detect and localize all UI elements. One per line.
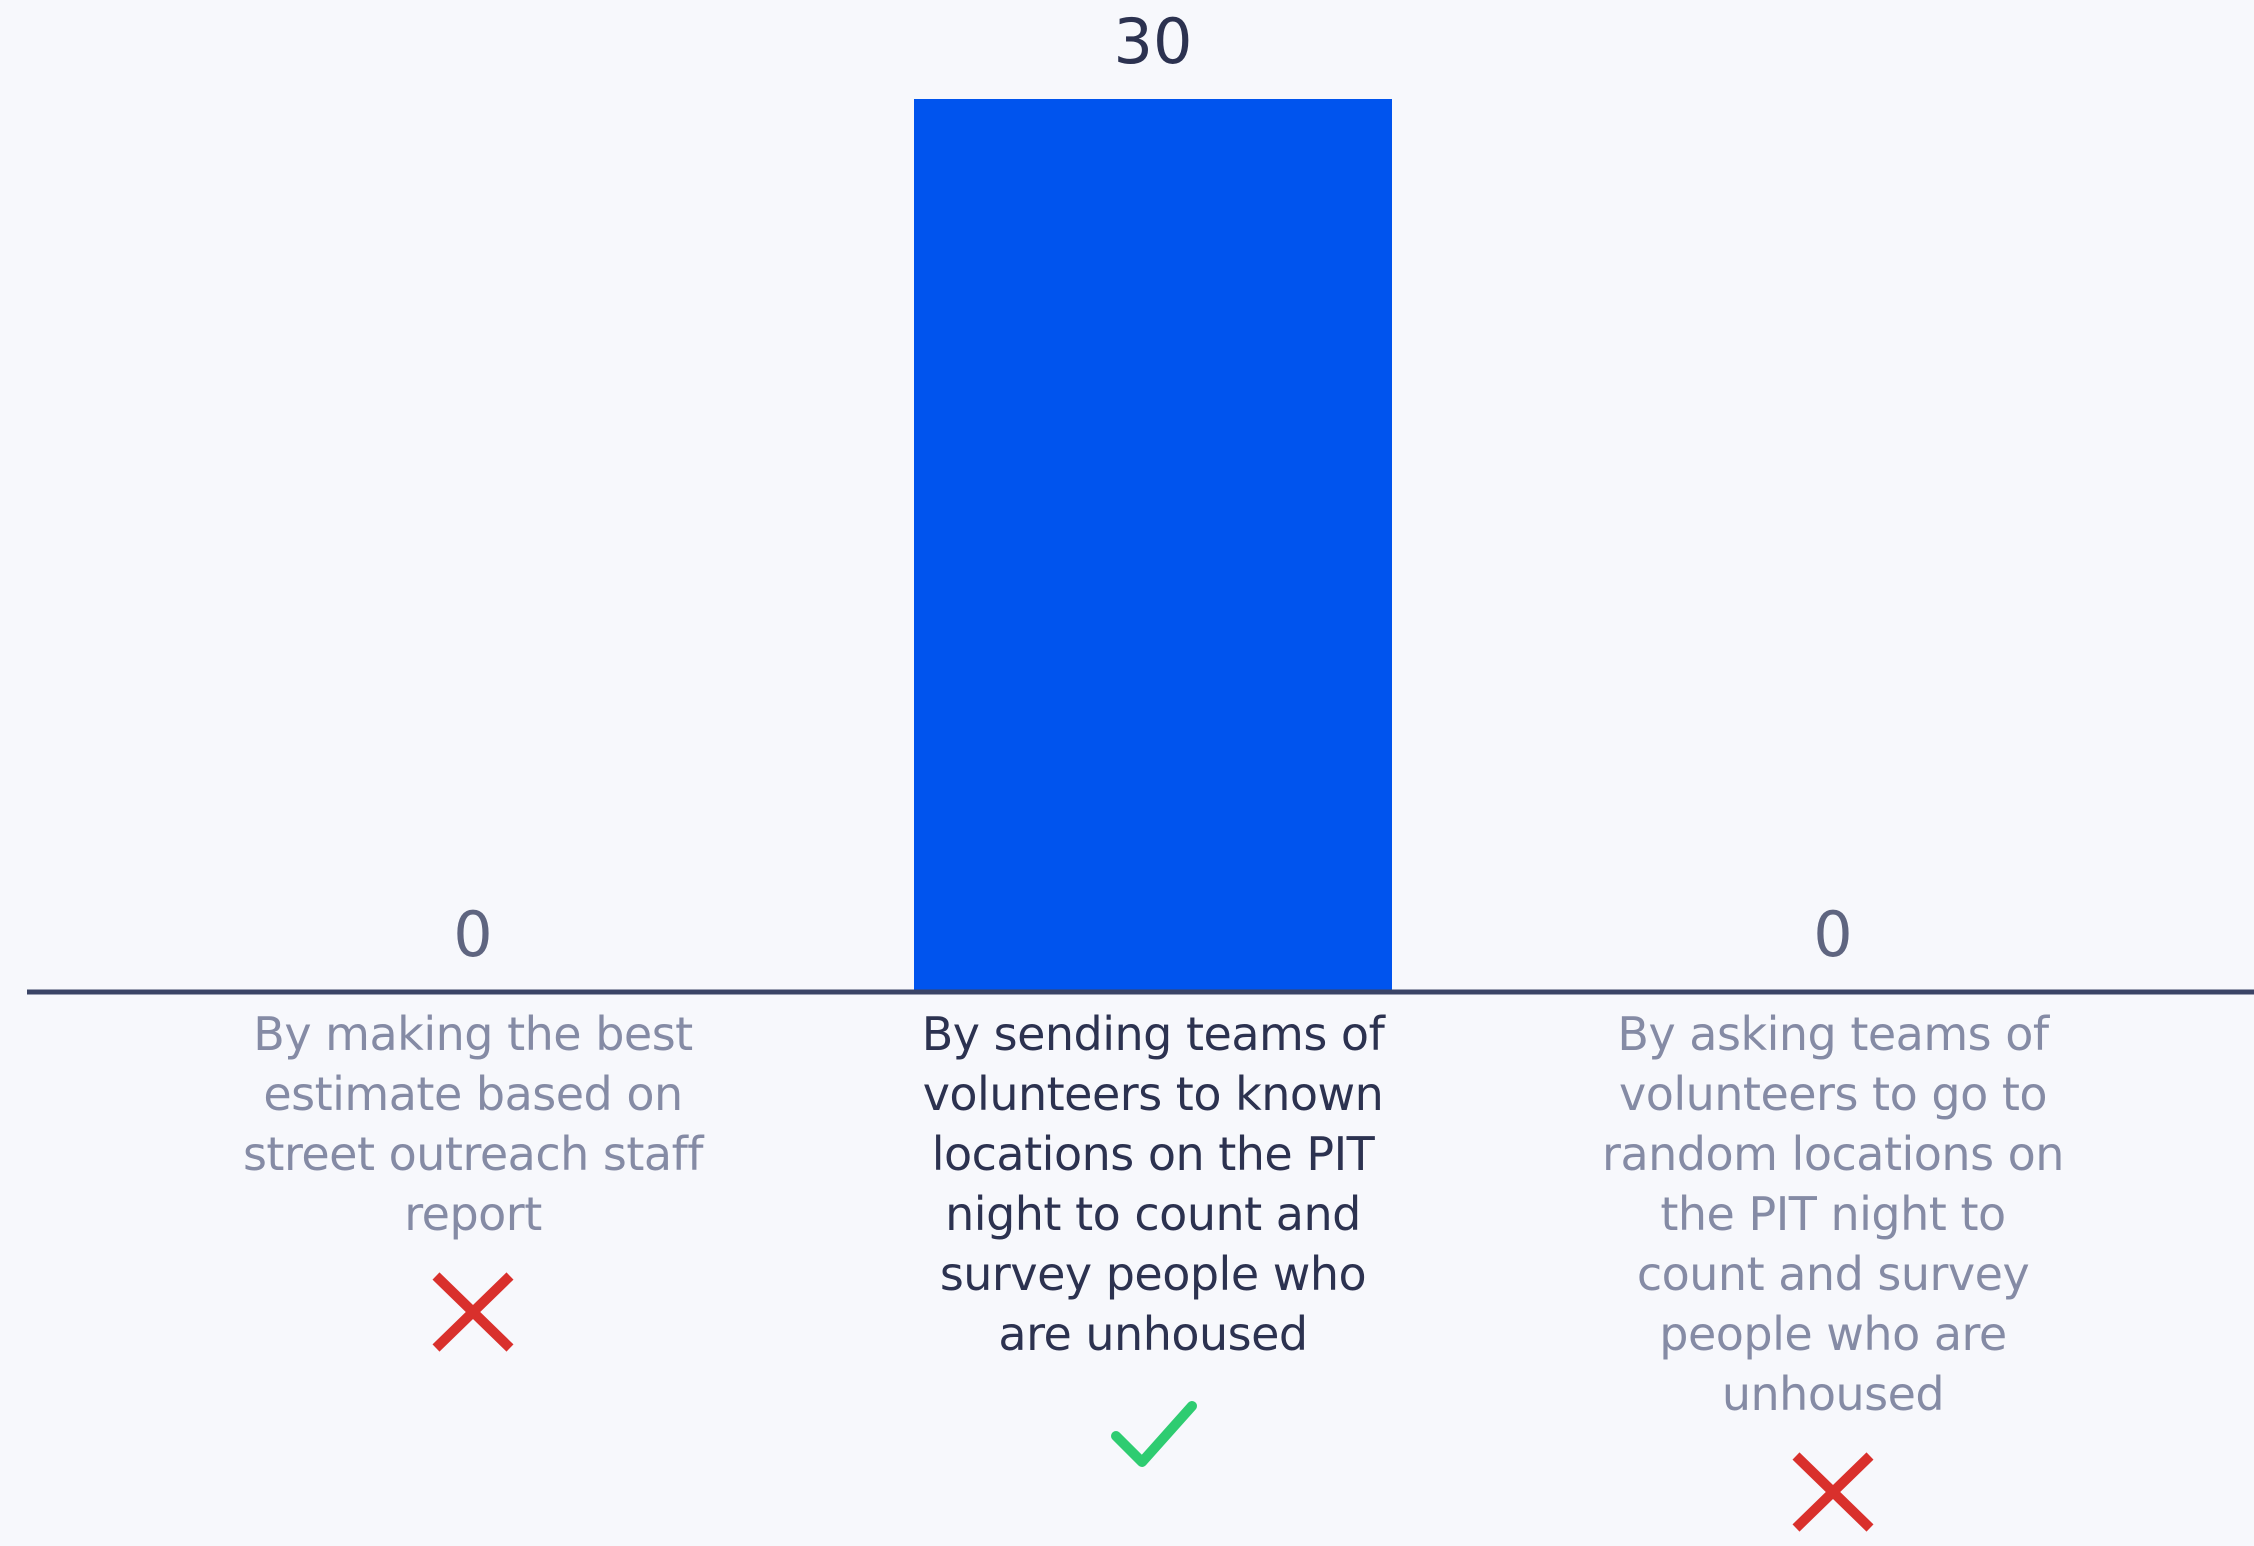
bar <box>914 99 1392 992</box>
category: By sending teams of volunteers to known … <box>913 1004 1393 1472</box>
cross-stroke <box>1792 1452 1874 1532</box>
check <box>1111 1401 1197 1467</box>
correct-icon <box>1111 1401 1197 1467</box>
cross-stroke <box>432 1272 514 1352</box>
category-label: By sending teams of volunteers to known … <box>921 1007 1385 1361</box>
value-label: 0 <box>453 898 493 971</box>
incorrect-icon <box>1792 1452 1874 1532</box>
category-label: By making the best estimate based on str… <box>242 1007 704 1241</box>
category: By making the best estimate based on str… <box>233 1004 713 1352</box>
category-label: By asking teams of volunteers to go to r… <box>1602 1007 2064 1421</box>
category: By asking teams of volunteers to go to r… <box>1593 1004 2073 1532</box>
incorrect-icon <box>432 1272 514 1352</box>
value-label: 30 <box>1113 5 1193 78</box>
value-label: 0 <box>1813 898 1853 971</box>
